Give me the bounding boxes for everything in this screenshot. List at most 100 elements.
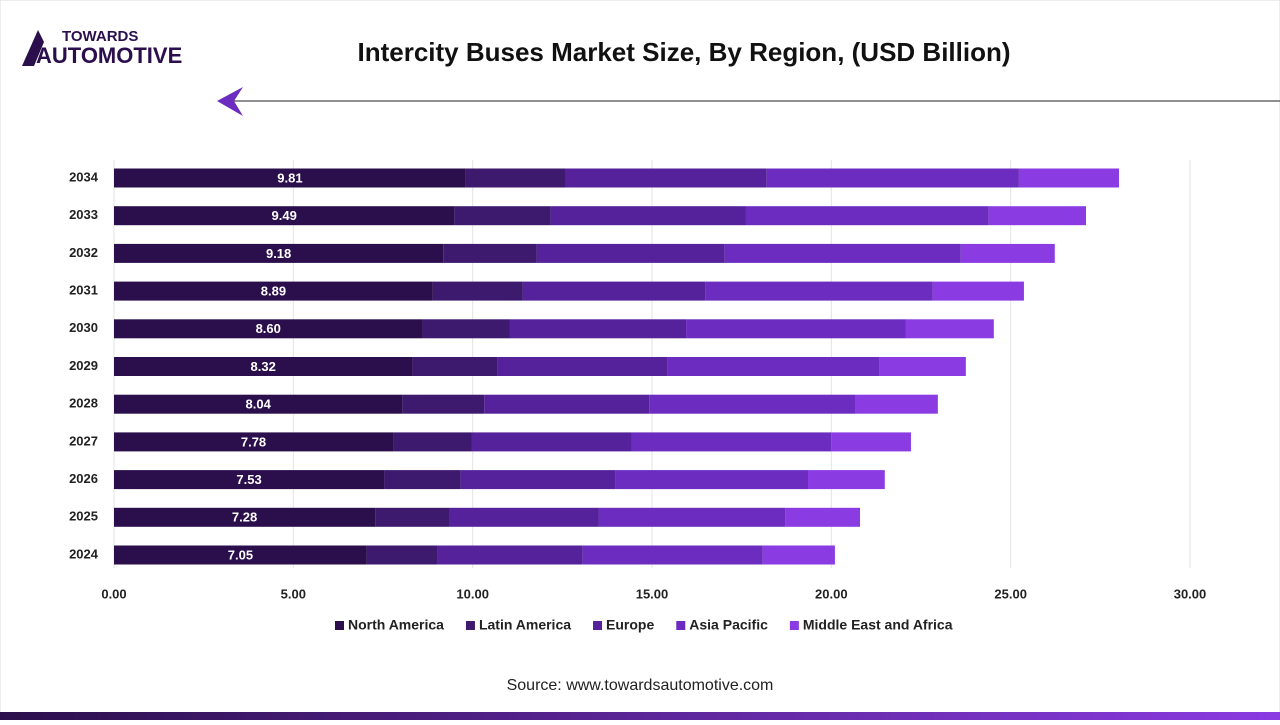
legend-swatch (593, 621, 603, 630)
bar-segment (465, 168, 566, 188)
y-tick-label: 2026 (69, 471, 98, 486)
bar-segment (582, 545, 763, 565)
bar-segment (412, 357, 498, 376)
bar-segment (114, 168, 466, 188)
bar-segment (855, 394, 938, 414)
bar-segment (649, 394, 856, 414)
bar-segment (384, 470, 461, 490)
legend-label: North America (348, 617, 444, 633)
x-tick-label: 5.00 (281, 586, 306, 601)
legend-swatch (335, 621, 344, 630)
data-label: 7.28 (232, 510, 257, 525)
bar-segment (1018, 168, 1119, 188)
bar-segment (879, 357, 966, 376)
x-tick-label: 25.00 (994, 586, 1027, 601)
footer-bar (0, 712, 1280, 720)
bar-segment (522, 281, 706, 301)
y-tick-label: 2032 (69, 245, 98, 260)
source: Source: www.towardsautomotive.com (507, 677, 774, 694)
bar-segment (497, 357, 668, 376)
bar-segment (114, 394, 403, 414)
bar-segment (366, 545, 438, 565)
legend-label: Asia Pacific (689, 617, 768, 633)
x-tick-label: 30.00 (1174, 586, 1207, 601)
bar-segment (460, 470, 616, 490)
y-tick-label: 2033 (69, 207, 98, 222)
bar-segment (766, 168, 1019, 188)
bar-segment (375, 507, 449, 527)
bar-segment (114, 357, 413, 376)
bar-segment (785, 507, 861, 527)
bar-segment (422, 319, 510, 339)
y-tick-label: 2031 (69, 283, 98, 298)
bar-segment (454, 206, 551, 226)
bar-segment (705, 281, 933, 301)
y-tick-label: 2029 (69, 358, 98, 373)
data-label: 9.81 (277, 170, 302, 185)
brand-line1: TOWARDS (62, 28, 138, 45)
arrow (217, 87, 243, 116)
bar-segment (114, 281, 433, 301)
bar-segment (114, 470, 385, 490)
data-label: 7.78 (241, 434, 266, 449)
chart-title: Intercity Buses Market Size, By Region, … (357, 37, 1010, 67)
bar-segment (808, 470, 885, 490)
x-tick-label: 20.00 (815, 586, 848, 601)
bar-segment (615, 470, 809, 490)
plot: 0.00 5.00 10.00 15.00 20.00 25.00 30.00 2024 7.0… (69, 160, 1206, 633)
bar-segment (960, 243, 1055, 263)
bar-segment (114, 243, 444, 263)
y-tick-label: 2028 (69, 396, 98, 411)
y-tick-label: 2025 (69, 509, 98, 524)
legend-swatch (676, 621, 686, 630)
y-tick-label: 2034 (69, 169, 99, 184)
bar-segment (724, 243, 961, 263)
data-label: 8.89 (261, 284, 286, 299)
brand-line2: AUTOMOTIVE (36, 43, 182, 68)
bar-segment (114, 319, 423, 339)
x-tick-label: 0.00 (101, 586, 126, 601)
bar-segment (443, 243, 537, 263)
data-label: 7.05 (228, 547, 253, 562)
data-label: 8.04 (246, 397, 272, 412)
data-label: 8.60 (256, 321, 281, 336)
y-tick-label: 2030 (69, 320, 98, 335)
bar-segment (509, 319, 687, 339)
bar-segment (762, 545, 835, 565)
legend-swatch (465, 621, 475, 630)
data-label: 9.49 (272, 208, 297, 223)
y-tick-label: 2027 (69, 433, 98, 448)
bar-segment (432, 281, 523, 301)
bar-segment (932, 281, 1024, 301)
bar-segment (667, 357, 880, 376)
bar-segment (686, 319, 906, 339)
bar-segment (114, 545, 367, 565)
bar-segment (437, 545, 583, 565)
x-tick-label: 15.00 (636, 586, 669, 601)
logo-mark (22, 30, 44, 66)
legend-label: Middle East and Africa (803, 617, 953, 633)
bar-segment (448, 507, 599, 527)
legend-swatch (789, 621, 799, 630)
bar-segment (905, 319, 994, 339)
bar-segment (114, 507, 376, 527)
bar-segment (484, 394, 650, 414)
data-label: 8.32 (251, 359, 276, 374)
bar-segment (393, 432, 472, 452)
bar-segment (114, 206, 455, 226)
bar-segment (565, 168, 767, 188)
legend-label: Europe (606, 617, 654, 633)
bar-segment (831, 432, 911, 452)
bar-segment (745, 206, 989, 226)
legend-label: Latin America (479, 617, 571, 633)
bar-segment (988, 206, 1086, 226)
bar-segment (114, 432, 394, 452)
bar-segment (536, 243, 725, 263)
bar-segment (598, 507, 786, 527)
bar-segment (402, 394, 485, 414)
x-tick-label: 10.00 (456, 586, 489, 601)
data-label: 9.18 (266, 246, 291, 261)
bar-segment (550, 206, 746, 226)
bar-segment (631, 432, 832, 452)
